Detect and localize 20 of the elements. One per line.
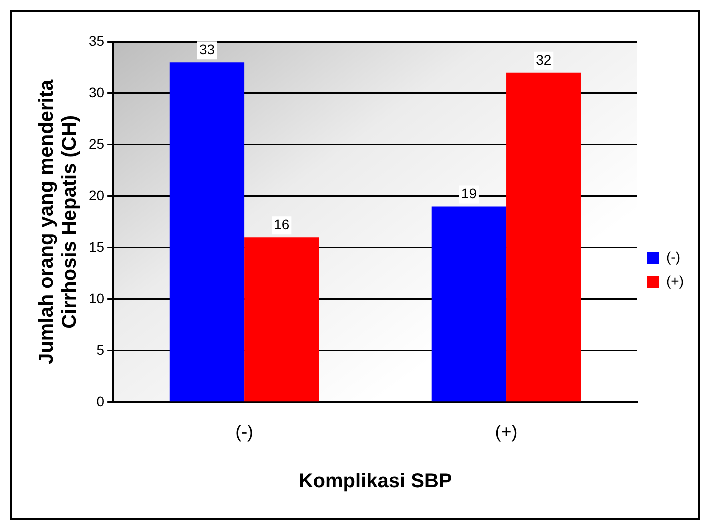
data-label: 16 — [274, 216, 290, 233]
x-axis-title: Komplikasi SBP — [298, 470, 452, 493]
bar — [244, 238, 320, 402]
y-axis-title: Jumlah orang yang menderita Cirrhosis Hepatis (CH) — [36, 79, 82, 364]
y-tick-label: 0 — [96, 393, 105, 410]
bar — [170, 62, 245, 402]
y-tick-label: 10 — [88, 290, 105, 306]
legend-label: (-) — [666, 248, 680, 265]
data-label: 19 — [461, 186, 478, 202]
y-tick-label: 30 — [88, 84, 105, 100]
y-tick-label: 20 — [88, 187, 105, 204]
y-tick-label: 5 — [96, 342, 105, 358]
y-tick-label: 25 — [88, 136, 105, 152]
y-tick-label: 35 — [88, 32, 105, 49]
bar — [506, 72, 582, 402]
y-tick-label: 15 — [88, 238, 105, 255]
data-label: 32 — [536, 52, 552, 68]
data-label: 33 — [199, 41, 216, 58]
bar — [432, 206, 507, 402]
legend-label: (+) — [666, 272, 684, 289]
